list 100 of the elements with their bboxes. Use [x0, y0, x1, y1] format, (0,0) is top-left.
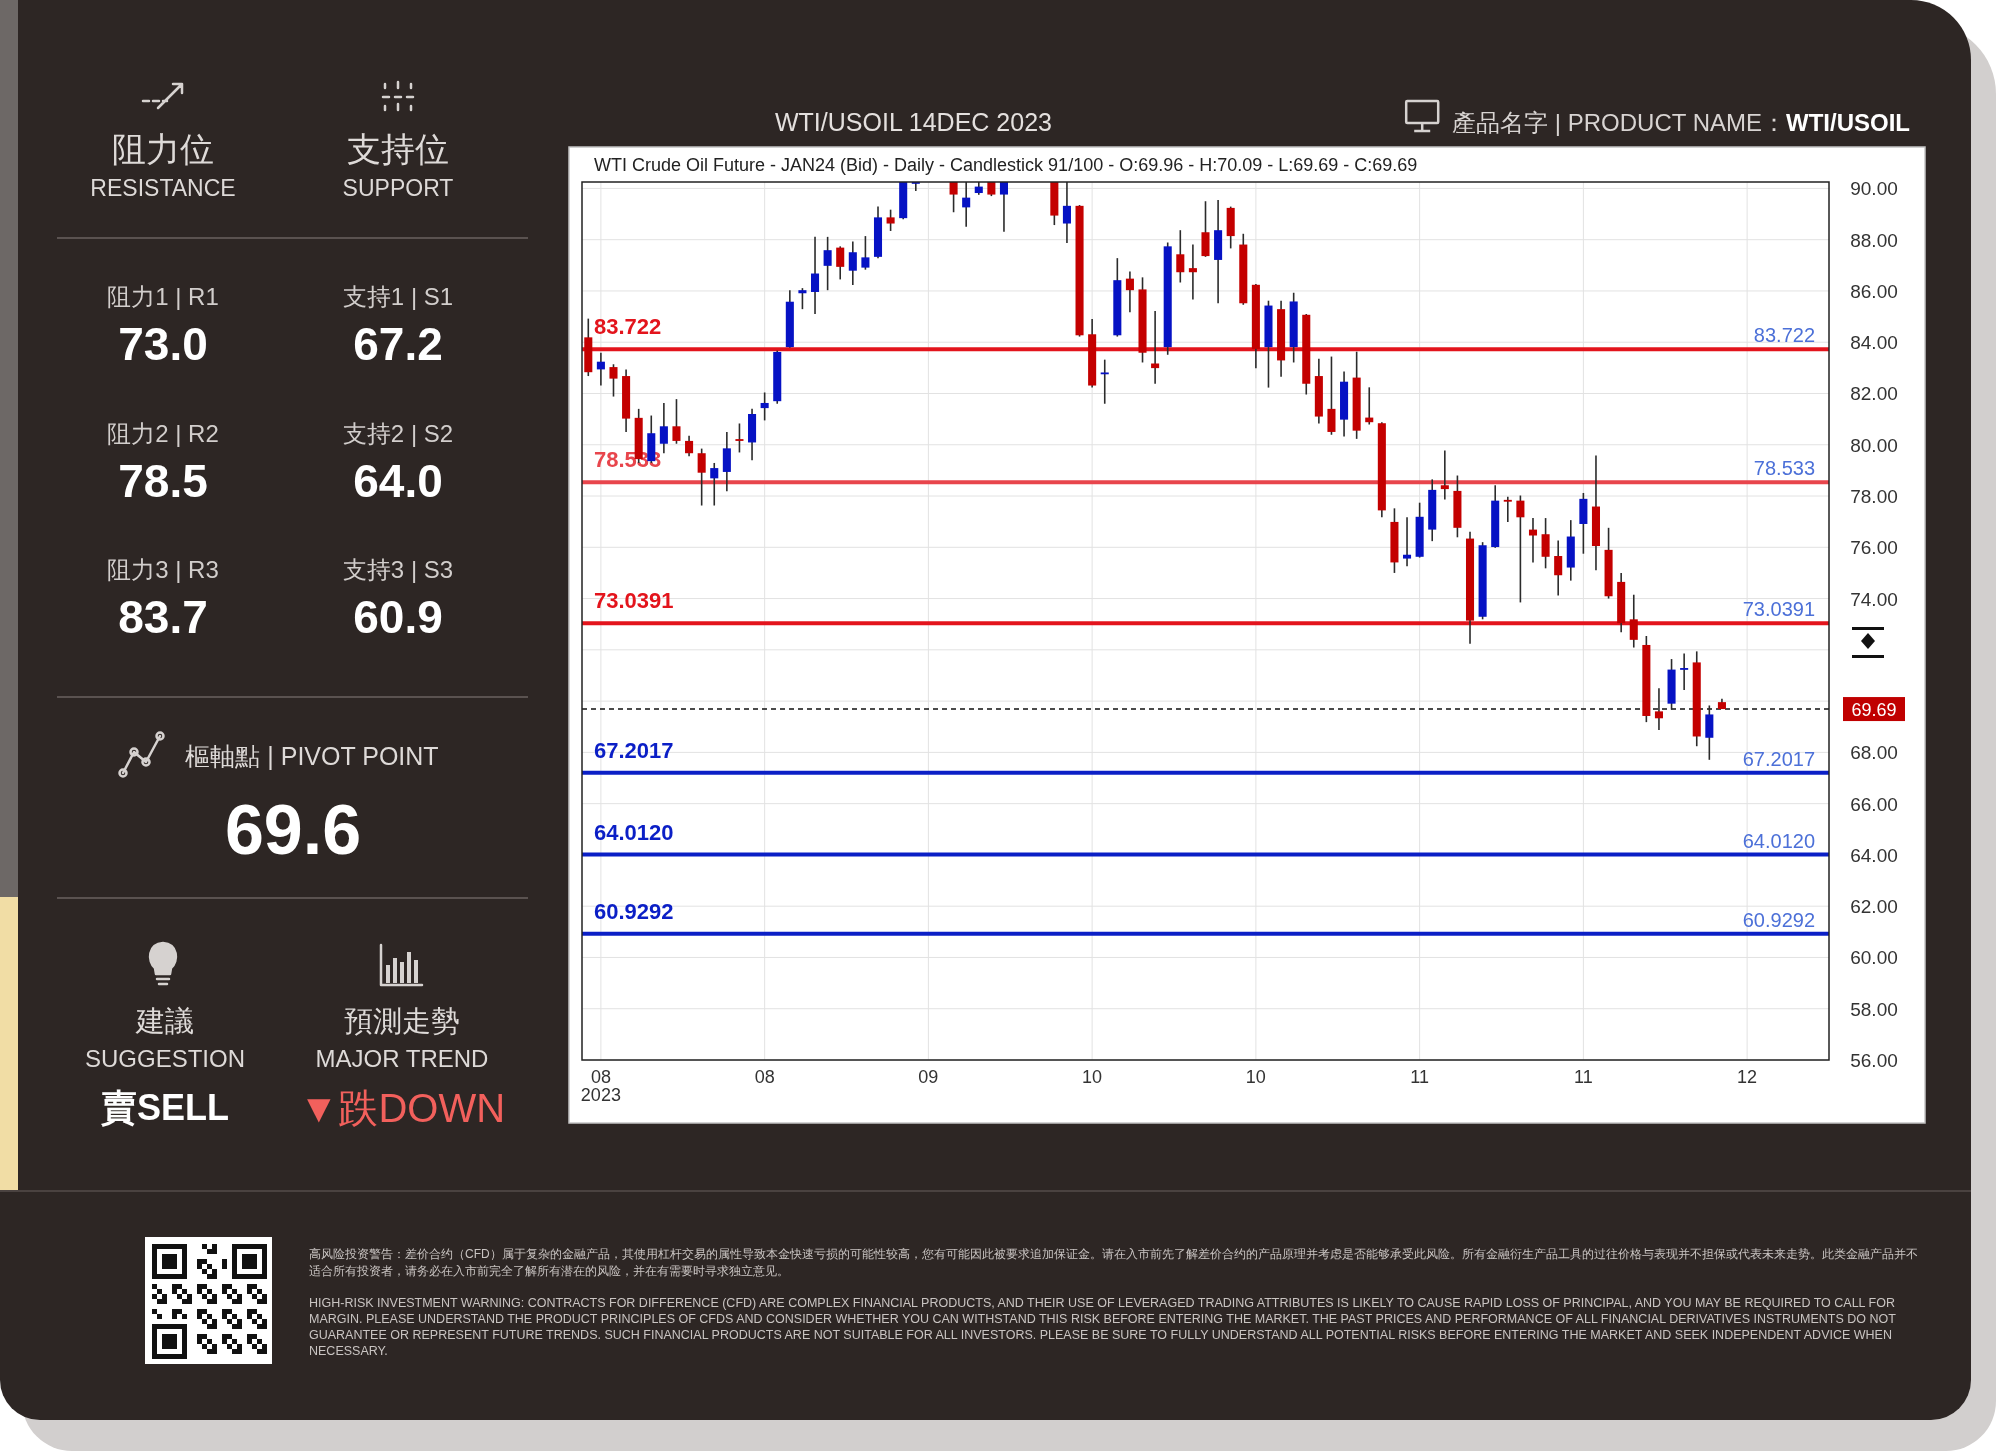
candlestick	[685, 434, 694, 458]
ref-line-label: 83.722	[1753, 324, 1815, 347]
candlestick	[1654, 687, 1663, 731]
y-tick-label: 84.00	[1850, 332, 1898, 354]
y-tick-label: 56.00	[1850, 1050, 1898, 1071]
x-tick-label: 11	[1410, 1067, 1429, 1087]
text: 67.2	[353, 318, 443, 370]
candlestick	[836, 245, 845, 281]
y-tick-label: 66.00	[1850, 793, 1898, 815]
candlestick	[1327, 355, 1336, 436]
text: 阻力1 | R1	[107, 283, 219, 310]
x-tick-label: 08 2023	[580, 1067, 621, 1105]
text: WTI Crude Oil Future - JAN24 (Bid) - Daily - Candlestick 91/100 - O:69.96 - H:70.09 - L:69.69 - C:69.69	[594, 155, 1418, 175]
y-tick-label: 62.00	[1850, 896, 1898, 918]
candlestick	[1403, 516, 1412, 568]
text: HIGH-RISK INVESTMENT WARNING: CONTRACTS FOR DIFFERENCE (CFD) ARE COMPLEX FINANCIAL PRODUCTS, AND THEIR USE OF LEVERAGED TRADING ATTRIBUTES IS LIKELY TO CAUSE RAPID LOSS OF PRINCIPAL, AND YOU MAY BE REQUIRED TO CALL FOR MARGIN. PLEASE UNDERSTAND THE PRODUCT PRINCIPLES OF CFDS AND CONSIDER WHETHER YOU CAN WITHSTAND THIS RISK BEFORE ENTERING THE MARKET. THE PAST PRICES AND PERFORMANCE OF ALL FINANCIAL DERIVATIVES INSTRUMENTS DO NOT GUARANTEE OR REPRESENT FUTURE TRENDS. SUCH FINANCIAL PRODUCTS ARE NOT SUITABLE FOR ALL INVESTORS. PLEASE BE SURE TO FULLY UNDERSTAND ALL POTENTIAL RISKS BEFORE ENTERING THE MARKET AND SEEK INDEPENDENT ADVICE WHEN NECESSARY.	[309, 1295, 1897, 1359]
candlestick	[861, 235, 870, 271]
y-tick-label: 58.00	[1850, 998, 1898, 1020]
y-tick-label: 68.00	[1850, 742, 1898, 764]
text: 73.0391	[594, 588, 674, 614]
candlestick	[1541, 517, 1550, 570]
y-tick-label: 76.00	[1850, 537, 1898, 559]
ref-line-label: 60.9292	[1742, 908, 1815, 931]
candlestick	[798, 287, 807, 310]
text: 60.9	[353, 591, 443, 643]
text: ▼跌DOWN	[298, 1086, 506, 1130]
x-tick-label: 11	[1574, 1067, 1593, 1087]
text: 60.9292	[594, 898, 674, 924]
y-tick-label: 60.00	[1850, 947, 1898, 969]
text: MAJOR TREND	[315, 1045, 489, 1072]
text: 67.2017	[594, 737, 674, 763]
x-tick-label: 10	[1082, 1067, 1103, 1087]
candlestick	[672, 398, 681, 445]
candlestick	[1528, 517, 1538, 564]
text: 78.5	[118, 455, 208, 507]
x-tick-label: 08	[754, 1067, 775, 1087]
y-tick-label: 64.00	[1850, 844, 1898, 866]
text: 支持位	[347, 130, 449, 168]
text: 83.7	[118, 591, 208, 643]
candlestick	[1176, 229, 1185, 284]
ref-line-label: 69.69	[1851, 700, 1897, 721]
text: 支持1 | S1	[342, 283, 454, 310]
candlestick	[1440, 449, 1449, 501]
text: SUGGESTION	[84, 1045, 246, 1072]
candlestick	[722, 431, 731, 492]
candlestick	[1201, 200, 1210, 258]
ref-line-label: 64.0120	[1742, 829, 1815, 852]
candlestick	[1554, 539, 1563, 597]
y-tick-label: 82.00	[1850, 383, 1898, 405]
y-tick-label: 80.00	[1850, 434, 1898, 456]
text: 高风险投资警告：差价合约（CFD）属于复杂的金融产品，其使用杠杆交易的属性导致本金快速亏损的可能性较高，您有可能因此被要求追加保证金。请在入市前先了解差价合约的产品原理并考虑是否能够承受此风险。所有金融衍生产品工具的过往价格与表现并不担保或代表未来走势。此类金融产品并不适合所有投资者，请务必在入市前完全了解所有潜在的风险，并在有需要时寻求独立意见。	[309, 1246, 1919, 1280]
candlestick	[710, 462, 719, 507]
text: 阻力位	[112, 130, 214, 168]
text: 69.6	[224, 791, 362, 869]
x-tick-label: 12	[1737, 1067, 1758, 1087]
text: 83.722	[594, 314, 662, 340]
ref-line-label: 67.2017	[1742, 747, 1815, 770]
candlestick	[1629, 593, 1638, 649]
candlestick	[735, 422, 744, 454]
text: 支持3 | S3	[342, 556, 454, 583]
text: 建議	[136, 1004, 194, 1037]
text: RESISTANCE	[90, 174, 236, 201]
text: 阻力3 | R3	[107, 556, 219, 583]
candlestick	[609, 363, 618, 398]
candlestick	[811, 236, 820, 315]
candlestick	[823, 236, 832, 291]
candlestick	[596, 351, 605, 387]
text: 73.0	[118, 318, 208, 370]
text: SUPPORT	[342, 174, 454, 201]
x-tick-label: 09	[918, 1067, 939, 1087]
y-tick-label: 90.00	[1850, 178, 1898, 200]
chart-title: WTI/USOIL 14DEC 2023	[775, 108, 1052, 136]
text: 樞軸點 | PIVOT POINT	[185, 741, 439, 770]
ref-line-label: 73.0391	[1742, 598, 1815, 621]
chart-subtitle: 產品名字 | PRODUCT NAME：WTI/USOIL	[1452, 109, 1910, 136]
text: 預測走勢	[344, 1004, 460, 1037]
candlestick	[760, 391, 769, 422]
candlestick	[886, 208, 895, 232]
ref-line-label: 78.533	[1753, 457, 1815, 480]
y-tick-label: 86.00	[1850, 280, 1898, 302]
candlestick	[1125, 270, 1134, 314]
text: 阻力2 | R2	[107, 420, 219, 447]
y-tick-label: 88.00	[1850, 229, 1898, 251]
candlestick	[1151, 310, 1160, 385]
y-tick-label: 74.00	[1850, 588, 1898, 610]
candlestick	[697, 447, 706, 507]
candlestick	[1503, 496, 1512, 523]
text: 64.0120	[594, 819, 674, 845]
candlestick	[659, 402, 668, 455]
y-tick-label: 78.00	[1850, 486, 1898, 508]
candlestick	[1188, 243, 1197, 301]
candlestick	[1680, 652, 1689, 691]
candlestick	[1100, 358, 1109, 405]
candlestick	[848, 240, 857, 286]
text: 賣SELL	[100, 1087, 230, 1128]
candlestick	[1516, 494, 1525, 604]
x-tick-label: 10	[1245, 1067, 1266, 1087]
text: 支持2 | S2	[342, 420, 454, 447]
text: 64.0	[353, 455, 443, 507]
candlestick	[1705, 704, 1714, 761]
